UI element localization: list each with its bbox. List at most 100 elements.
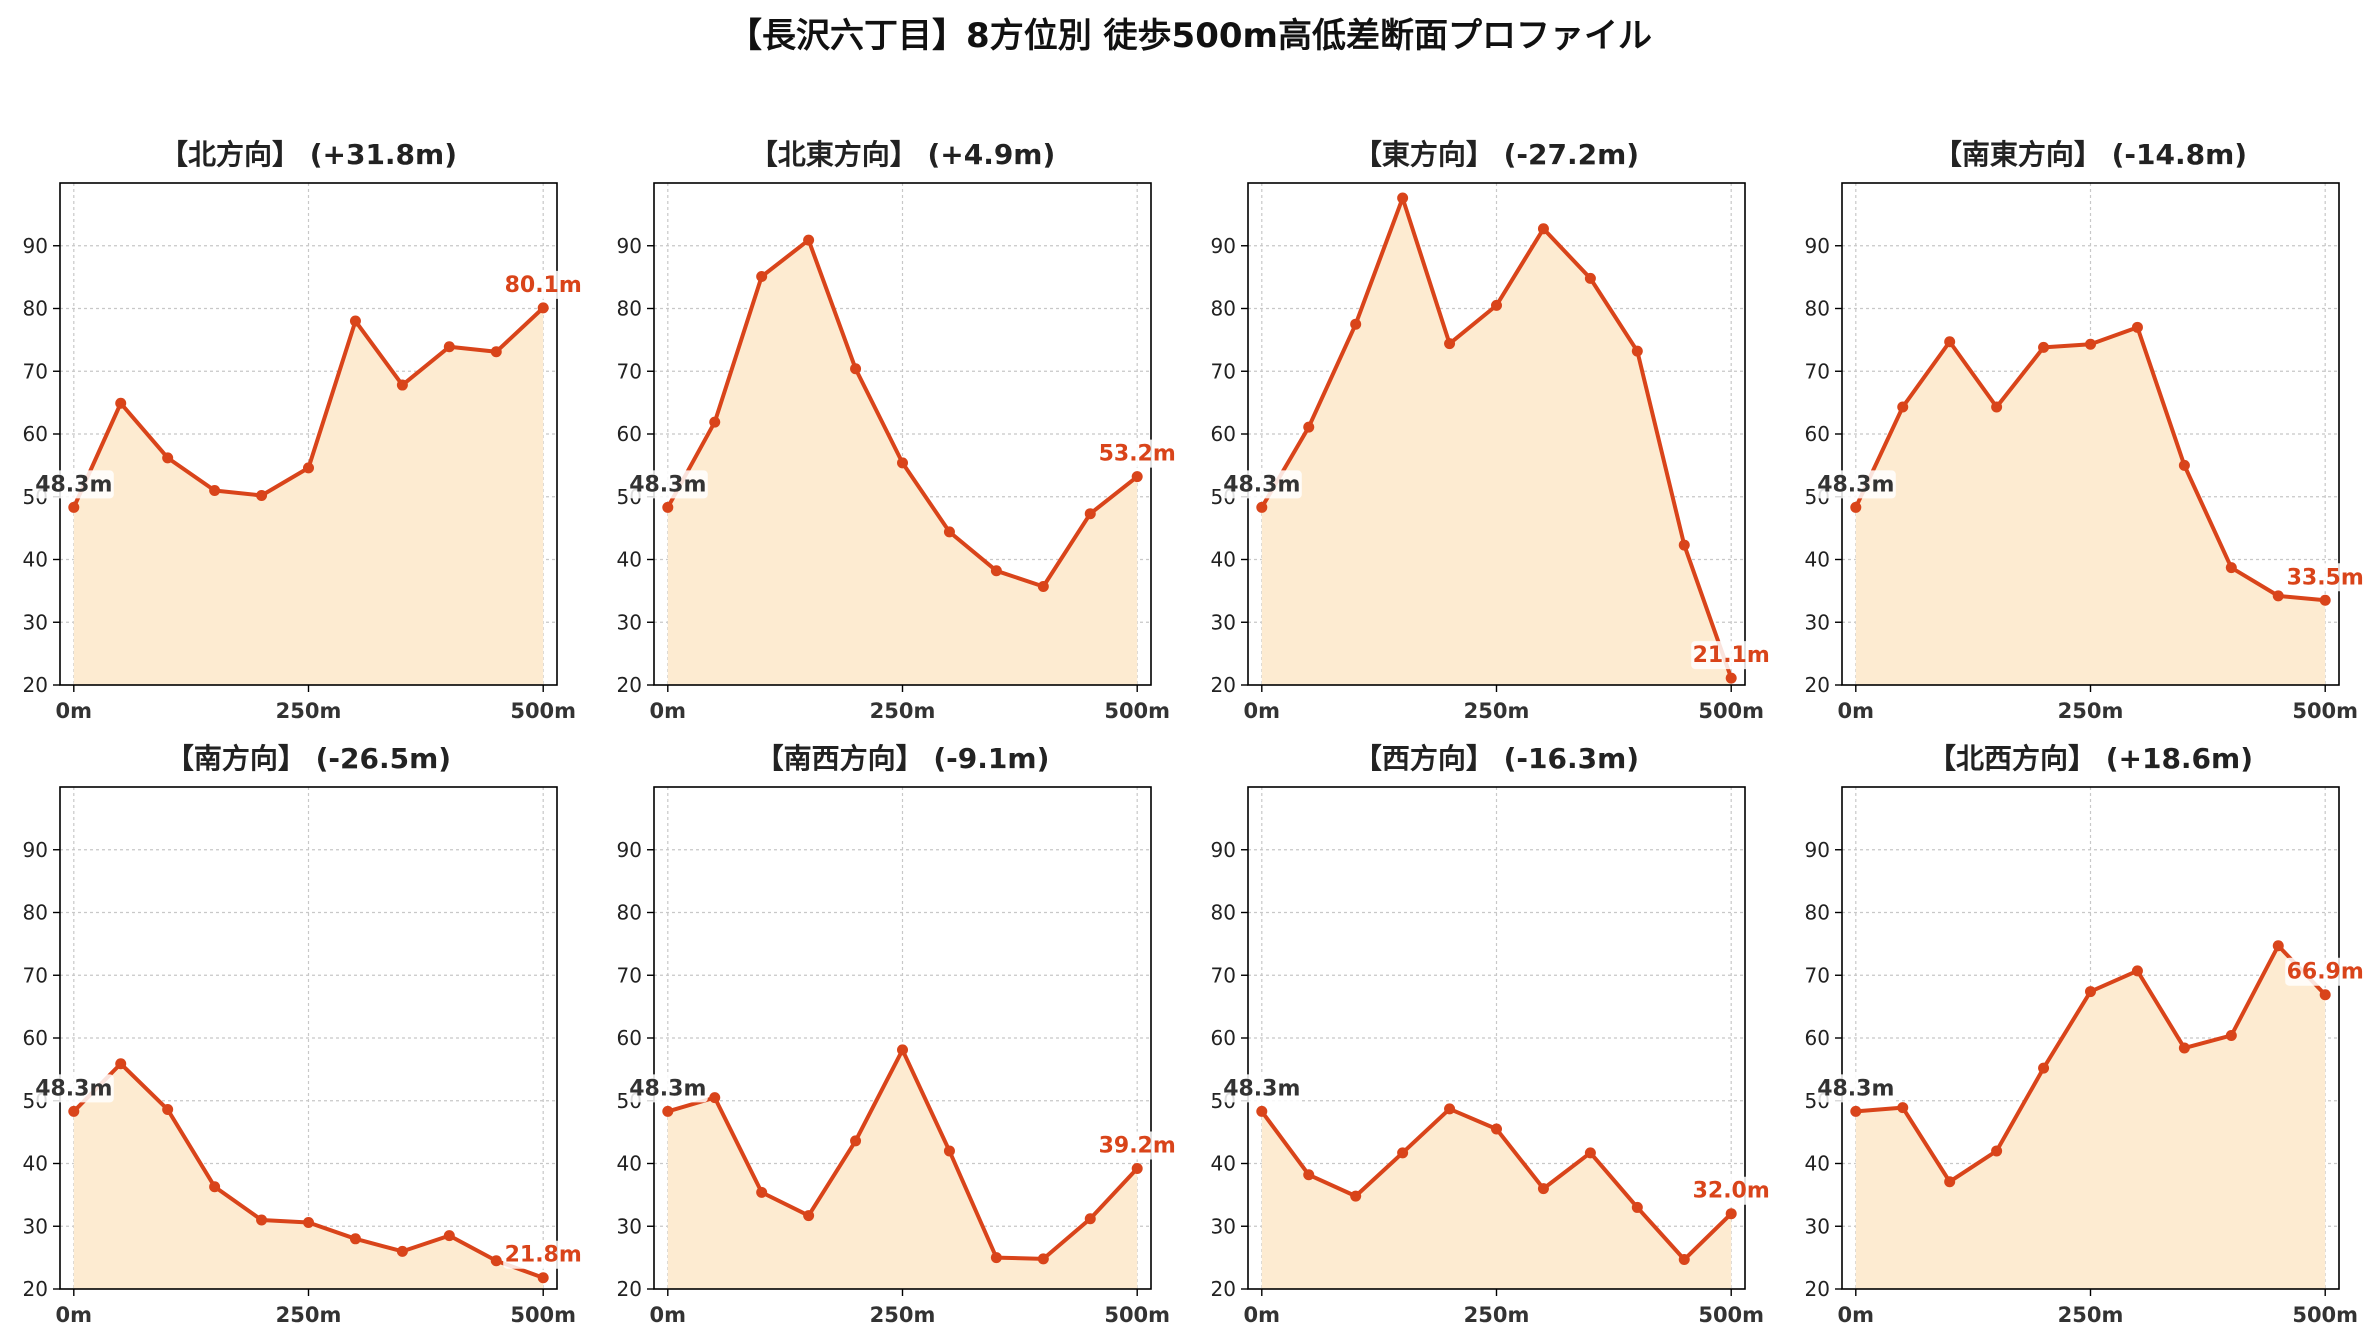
x-tick-label: 250m <box>870 699 936 723</box>
figure-title: 【長沢六丁目】8方位別 徒歩500m高低差断面プロファイル <box>728 16 1652 56</box>
y-tick-label: 60 <box>23 1026 48 1050</box>
data-point <box>2085 338 2096 350</box>
data-point <box>1491 299 1502 311</box>
data-point <box>1444 338 1456 350</box>
data-point <box>1303 1169 1315 1181</box>
data-point <box>1991 1145 2003 1157</box>
chart-panel: 20304050607080900m250m500m【北西方向】 (+18.6m… <box>1805 742 2366 1327</box>
chart-panel: 20304050607080900m250m500m【東方向】 (-27.2m)… <box>1211 138 1772 723</box>
y-tick-label: 70 <box>617 359 642 383</box>
start-elevation-label: 48.3m <box>629 1076 706 1101</box>
y-tick-label: 80 <box>23 901 48 925</box>
data-point <box>1944 336 1956 348</box>
data-point <box>990 1252 1002 1264</box>
y-tick-label: 90 <box>617 838 642 862</box>
y-tick-label: 70 <box>23 963 48 987</box>
y-tick-label: 80 <box>1211 297 1236 321</box>
data-point <box>662 501 674 513</box>
y-tick-label: 80 <box>1211 901 1236 925</box>
y-tick-label: 60 <box>1211 1026 1236 1050</box>
data-point <box>2319 594 2331 606</box>
y-tick-label: 20 <box>1211 673 1236 697</box>
chart-title: 【南東方向】 (-14.8m) <box>1934 138 2247 171</box>
y-tick-label: 20 <box>23 673 48 697</box>
data-point <box>537 1272 549 1284</box>
elevation-area <box>1855 327 2326 685</box>
data-point <box>537 302 549 314</box>
data-point <box>256 489 268 501</box>
data-point <box>1444 1103 1456 1115</box>
y-tick-label: 30 <box>23 610 48 634</box>
y-tick-label: 80 <box>617 297 642 321</box>
x-tick-label: 0m <box>1244 699 1281 723</box>
data-point <box>990 565 1002 577</box>
y-tick-label: 30 <box>23 1214 48 1238</box>
y-tick-label: 40 <box>23 1152 48 1176</box>
elevation-area <box>667 240 1138 686</box>
end-label-bg <box>1691 1176 1772 1205</box>
chart-title: 【北東方向】 (+4.9m) <box>750 138 1056 171</box>
elevation-area <box>73 307 544 685</box>
data-point <box>897 1044 908 1056</box>
data-point <box>209 1181 221 1193</box>
data-point <box>256 1214 268 1226</box>
data-point <box>1131 1163 1143 1175</box>
x-tick-label: 500m <box>1698 1303 1764 1327</box>
x-tick-label: 0m <box>56 699 93 723</box>
y-tick-label: 20 <box>1211 1277 1236 1301</box>
data-point <box>803 1210 815 1222</box>
data-point <box>1084 508 1096 520</box>
elevation-area <box>1261 198 1732 685</box>
y-tick-label: 90 <box>1805 838 1830 862</box>
y-tick-label: 80 <box>1805 901 1830 925</box>
data-point <box>662 1105 674 1117</box>
data-point <box>396 379 408 391</box>
y-tick-label: 70 <box>617 963 642 987</box>
end-label-bg <box>1691 641 1772 670</box>
data-point <box>349 315 361 327</box>
y-tick-label: 40 <box>23 548 48 572</box>
start-label-bg <box>1815 1074 1896 1103</box>
chart-panel: 20304050607080900m250m500m【南方向】 (-26.5m)… <box>23 742 584 1327</box>
data-point <box>396 1245 408 1257</box>
x-tick-label: 0m <box>1244 1303 1281 1327</box>
data-point <box>443 341 455 353</box>
data-point <box>162 452 174 464</box>
x-tick-label: 0m <box>1838 699 1875 723</box>
data-point <box>1991 401 2003 413</box>
start-label-bg <box>1221 1074 1302 1103</box>
data-point <box>2272 940 2284 952</box>
start-elevation-label: 48.3m <box>1817 472 1894 497</box>
start-elevation-label: 48.3m <box>1223 1076 1300 1101</box>
end-label-bg <box>1097 439 1178 468</box>
x-tick-label: 0m <box>1838 1303 1875 1327</box>
data-point <box>756 1186 768 1198</box>
end-elevation-label: 39.2m <box>1099 1134 1176 1159</box>
chart-panel: 20304050607080900m250m500m【北東方向】 (+4.9m)… <box>617 138 1178 723</box>
end-elevation-label: 80.1m <box>505 273 582 298</box>
y-tick-label: 90 <box>1211 234 1236 258</box>
end-label-bg <box>503 270 584 299</box>
end-label-bg <box>2285 957 2366 986</box>
data-point <box>1850 501 1862 513</box>
chart-panel: 20304050607080900m250m500m【南西方向】 (-9.1m)… <box>617 742 1178 1327</box>
x-tick-label: 250m <box>276 1303 342 1327</box>
data-point <box>2038 341 2050 353</box>
y-tick-label: 90 <box>23 234 48 258</box>
start-elevation-label: 48.3m <box>35 472 112 497</box>
x-tick-label: 250m <box>2058 699 2124 723</box>
start-label-bg <box>627 1074 708 1103</box>
y-tick-label: 40 <box>1211 548 1236 572</box>
data-point <box>2178 1042 2190 1054</box>
y-tick-label: 30 <box>1211 610 1236 634</box>
start-label-bg <box>627 470 708 499</box>
y-tick-label: 70 <box>1211 359 1236 383</box>
y-tick-label: 60 <box>617 1026 642 1050</box>
y-tick-label: 30 <box>1211 1214 1236 1238</box>
y-tick-label: 40 <box>617 1152 642 1176</box>
end-elevation-label: 21.8m <box>505 1243 582 1268</box>
elevation-area <box>1855 945 2326 1289</box>
y-tick-label: 90 <box>23 838 48 862</box>
start-elevation-label: 48.3m <box>35 1076 112 1101</box>
data-point <box>1537 1183 1549 1195</box>
